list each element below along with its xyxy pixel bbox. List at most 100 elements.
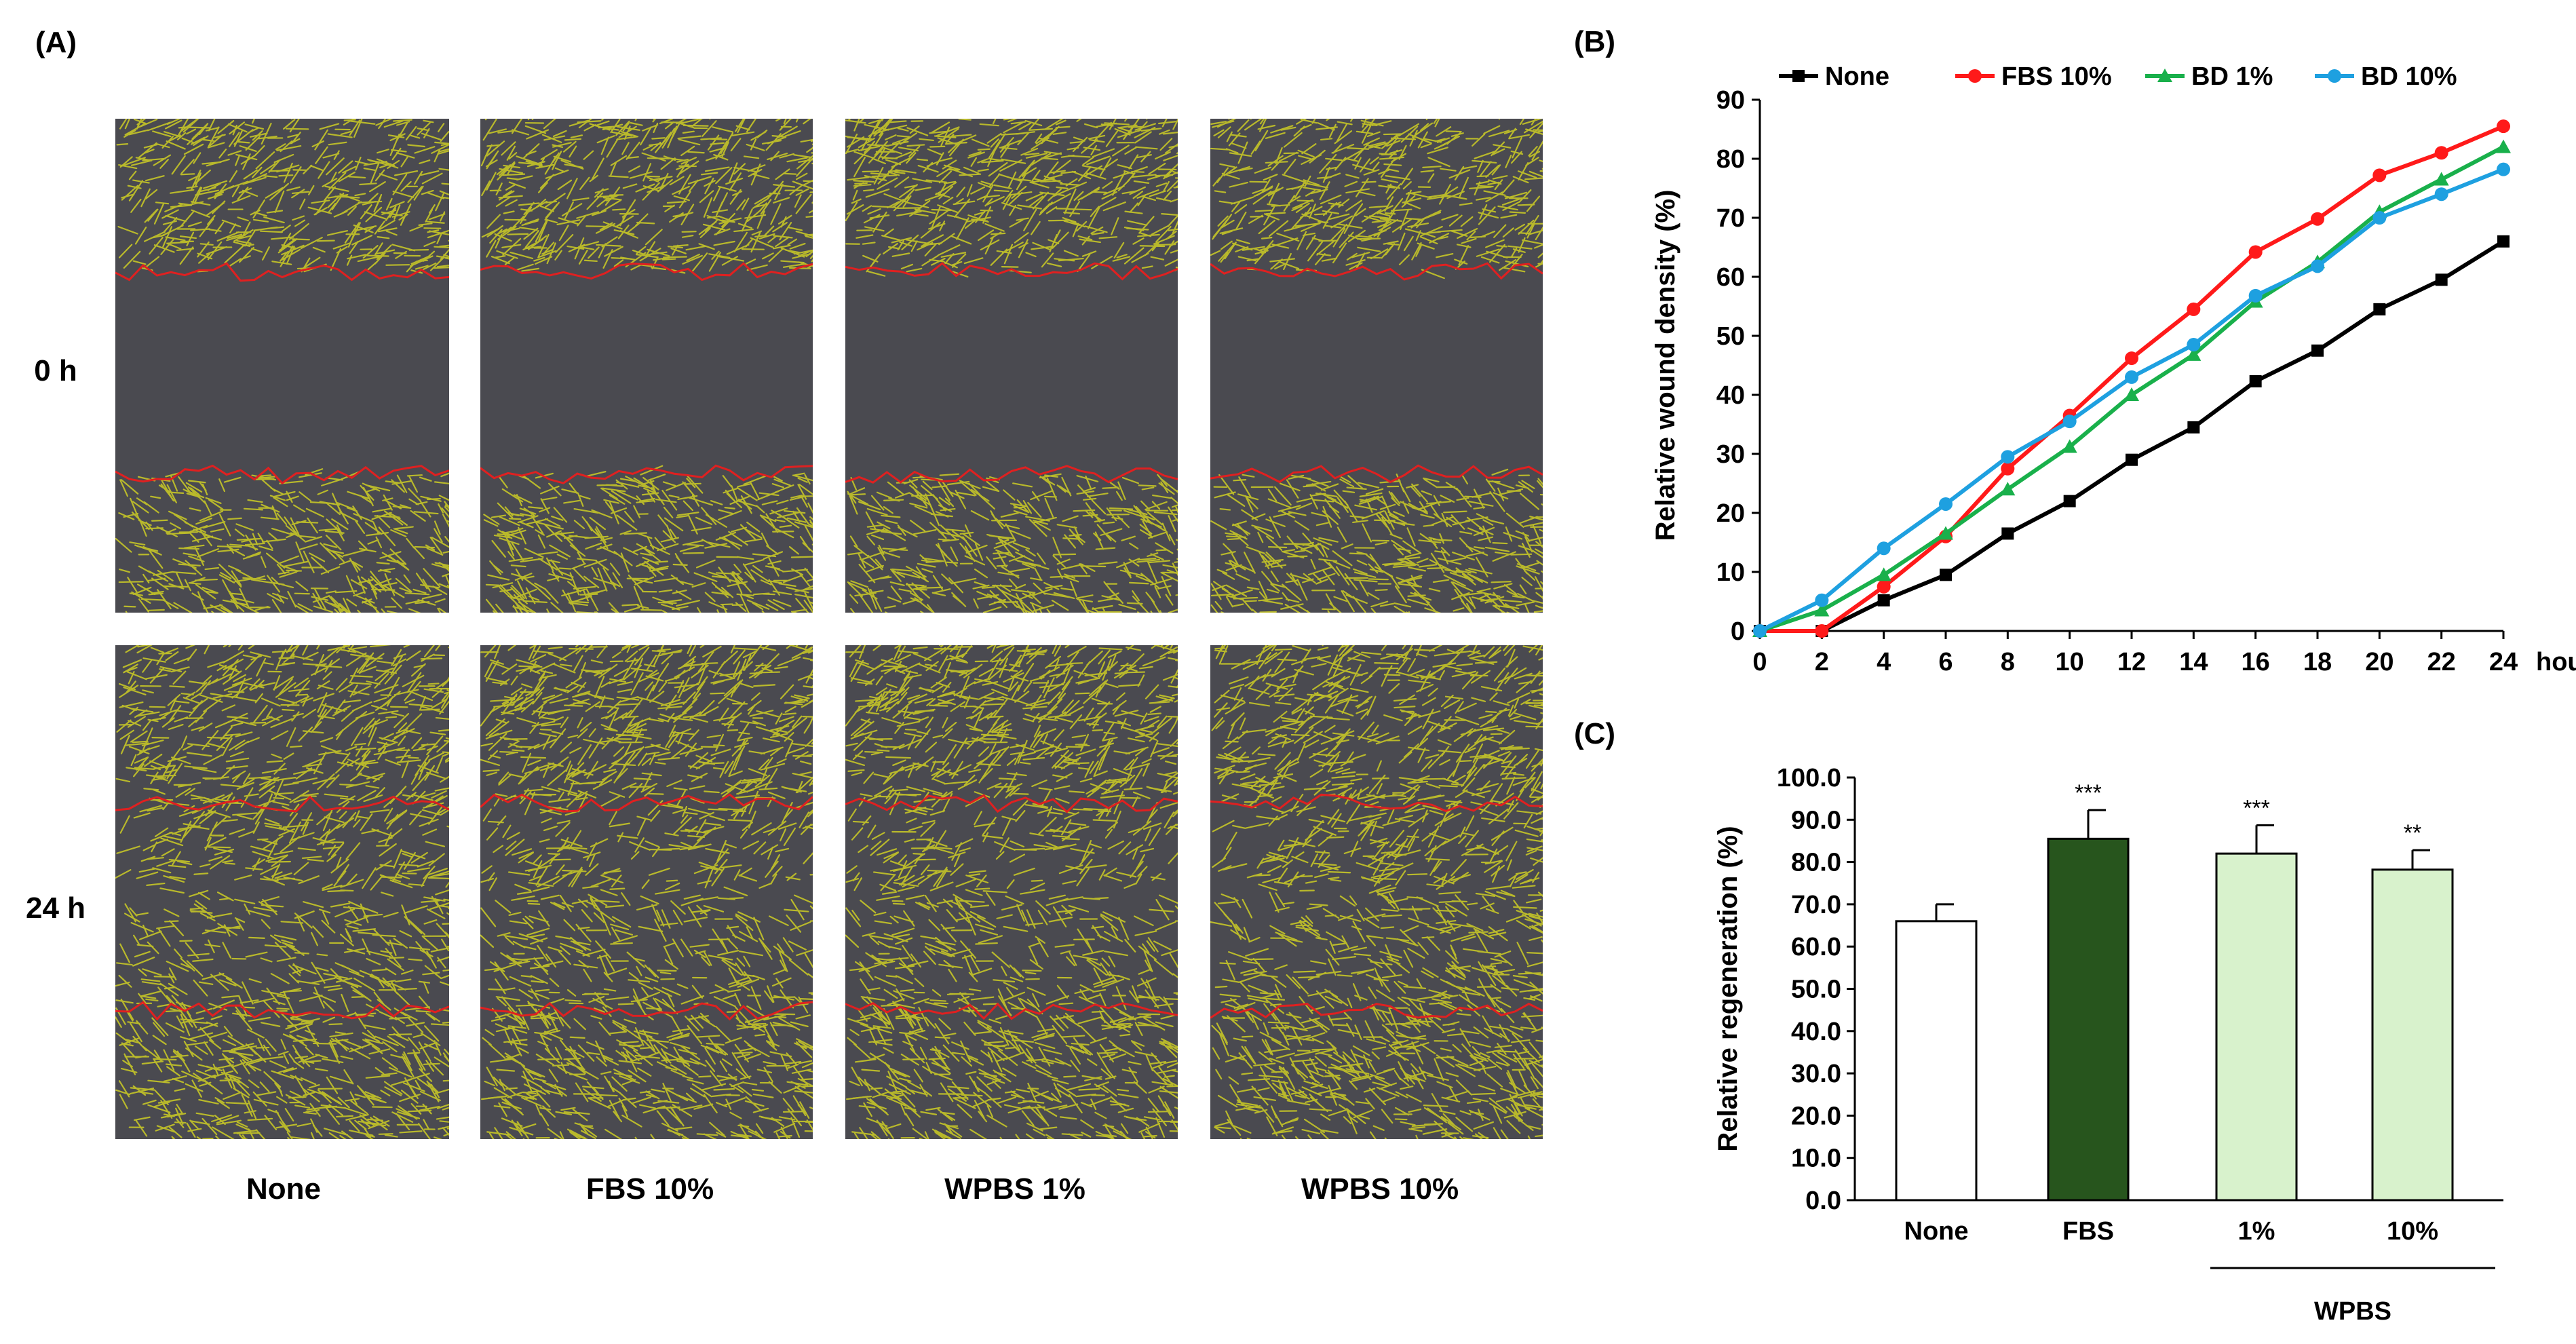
data-point xyxy=(2063,495,2076,507)
series-fbs-10- xyxy=(1753,119,2510,638)
data-point xyxy=(2187,421,2200,434)
y-tick-label: 20.0 xyxy=(1791,1102,1841,1130)
y-axis-label: Relative wound density (%) xyxy=(1651,190,1680,541)
data-point xyxy=(2187,338,2201,352)
data-point xyxy=(2124,387,2139,401)
legend-label: BD 10% xyxy=(2361,62,2457,91)
panel-a-label: (A) xyxy=(35,26,77,59)
data-point xyxy=(1877,579,1891,594)
micrograph-wpbs10-0h xyxy=(1210,119,1543,613)
group-label: WPBS xyxy=(2314,1297,2391,1326)
category-label: 10% xyxy=(2387,1217,2438,1246)
x-tick-label: 14 xyxy=(2179,648,2208,676)
data-point xyxy=(2372,168,2387,183)
data-point xyxy=(2249,375,2262,387)
y-tick-label: 30 xyxy=(1716,440,1745,469)
x-tick-label: 18 xyxy=(2303,648,2332,676)
data-point xyxy=(2496,139,2511,153)
y-tick-label: 80.0 xyxy=(1791,849,1841,877)
y-axis-label: Relative regeneration (%) xyxy=(1713,826,1743,1151)
panel-c-label: (C) xyxy=(1574,717,1615,750)
micrograph-fbs10-24h xyxy=(480,645,813,1139)
series-bd-10- xyxy=(1753,162,2510,638)
significance-marker: ** xyxy=(2404,820,2421,846)
y-tick-label: 80 xyxy=(1716,145,1745,174)
series-line xyxy=(1760,239,2505,633)
legend-item: None xyxy=(1779,62,1889,91)
y-tick-label: 10 xyxy=(1716,558,1745,587)
micrograph-wpbs1-24h xyxy=(845,645,1178,1139)
y-tick-label: 100.0 xyxy=(1777,764,1841,792)
panel-b-label: (B) xyxy=(1574,25,1615,58)
y-tick-label: 40.0 xyxy=(1791,1018,1841,1046)
x-tick-label: 12 xyxy=(2117,648,2146,676)
data-point xyxy=(2434,146,2448,160)
data-point xyxy=(1753,624,1767,638)
data-point xyxy=(1814,602,1830,617)
category-label: FBS xyxy=(2062,1217,2114,1246)
y-tick-label: 90 xyxy=(1716,86,1745,115)
bar-none xyxy=(1895,920,1978,1202)
data-point xyxy=(2157,69,2172,82)
data-point xyxy=(2311,212,2324,226)
y-tick-label: 90.0 xyxy=(1791,806,1841,834)
column-label-fbs-10: FBS 10% xyxy=(585,1172,714,1206)
micrograph-wpbs10-24h xyxy=(1210,645,1543,1139)
x-tick-label: 0 xyxy=(1752,648,1767,676)
y-tick-label: 20 xyxy=(1716,499,1745,528)
x-axis-label: hours xyxy=(2536,648,2576,676)
data-point xyxy=(1792,70,1805,82)
data-point xyxy=(2248,245,2263,259)
series-none xyxy=(1754,235,2510,637)
data-point xyxy=(2435,273,2448,286)
data-point xyxy=(1876,567,1891,581)
data-point xyxy=(1815,624,1829,638)
legend-item: FBS 10% xyxy=(1955,62,2112,91)
y-tick-label: 0 xyxy=(1731,617,1745,646)
x-tick-label: 16 xyxy=(2242,648,2270,676)
data-point xyxy=(2000,482,2016,496)
data-point xyxy=(1939,497,1953,511)
data-point xyxy=(1877,594,1890,607)
legend-item: BD 1% xyxy=(2145,62,2273,91)
x-tick-label: 4 xyxy=(1877,648,1891,676)
data-point xyxy=(2311,259,2324,273)
data-point xyxy=(2311,344,2324,357)
data-point xyxy=(2497,162,2510,176)
y-tick-label: 60 xyxy=(1716,263,1745,292)
x-tick-label: 22 xyxy=(2427,648,2456,676)
y-tick-label: 50 xyxy=(1716,322,1745,351)
x-tick-label: 10 xyxy=(2056,648,2084,676)
row-label-0h: 0 h xyxy=(34,354,77,387)
data-point xyxy=(2434,187,2448,201)
x-tick-label: 24 xyxy=(2489,648,2518,676)
column-label-wpbs-10: WPBS 10% xyxy=(1301,1172,1459,1206)
micrograph-none-24h xyxy=(115,645,449,1139)
x-tick-label: 8 xyxy=(2001,648,2015,676)
bar-1 xyxy=(2215,852,2298,1202)
y-tick-label: 40 xyxy=(1716,381,1745,410)
y-tick-label: 50.0 xyxy=(1791,976,1841,1004)
y-tick-label: 70 xyxy=(1716,204,1745,233)
data-point xyxy=(2497,119,2510,134)
y-tick-label: 70.0 xyxy=(1791,891,1841,919)
data-point xyxy=(2062,415,2077,429)
y-tick-label: 0.0 xyxy=(1805,1187,1841,1215)
x-tick-label: 20 xyxy=(2365,648,2394,676)
data-point xyxy=(2125,370,2138,384)
data-point xyxy=(2001,450,2015,464)
data-point xyxy=(2373,303,2386,315)
micrograph-fbs10-0h xyxy=(480,119,813,613)
data-point xyxy=(2497,235,2510,248)
column-label-wpbs-1: WPBS 1% xyxy=(944,1172,1085,1206)
data-point xyxy=(2001,527,2014,540)
y-tick-label: 10.0 xyxy=(1791,1145,1841,1173)
data-point xyxy=(2125,351,2138,366)
data-point xyxy=(2328,69,2341,83)
bar-10 xyxy=(2371,868,2454,1202)
data-point xyxy=(2372,211,2387,225)
data-point xyxy=(2186,347,2202,361)
data-point xyxy=(1940,569,1952,581)
data-point xyxy=(1968,69,1982,83)
